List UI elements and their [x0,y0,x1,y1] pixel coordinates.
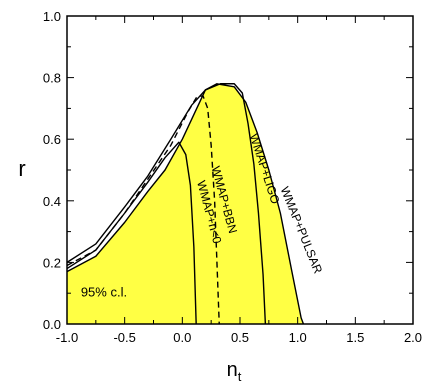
series-line-1 [66,141,197,325]
x-tick-label: 1.0 [289,330,307,345]
y-tick-label: 1.0 [43,9,61,24]
series-line-4 [66,83,305,325]
y-axis-label: r [18,156,25,181]
y-tick-label: 0.8 [43,71,61,86]
x-tick-label: 0.0 [173,330,191,345]
x-tick-label: 0.5 [231,330,249,345]
x-axis-label: nt [227,359,242,384]
x-tick-label: 1.5 [346,330,364,345]
axis-layer: -1.0 -0.5 0.0 0.5 1.0 1.5 2.0 0.0 0.2 0.4 0.6 0.8 1.… [43,9,422,345]
y-tick-label: 0.0 [43,317,61,332]
y-tick-label: 0.2 [43,255,61,270]
x-tick-label: 2.0 [404,330,422,345]
allowed-region [67,83,304,324]
y-tick-label: 0.6 [43,132,61,147]
x-tick-label: -1.0 [56,330,78,345]
x-axis-label-subscript: t [238,369,242,384]
y-tick-label: 0.4 [43,194,61,209]
x-tick-label: -0.5 [113,330,135,345]
confidence-annotation: 95% c.l. [81,284,127,299]
x-axis-label-main: n [227,359,238,381]
